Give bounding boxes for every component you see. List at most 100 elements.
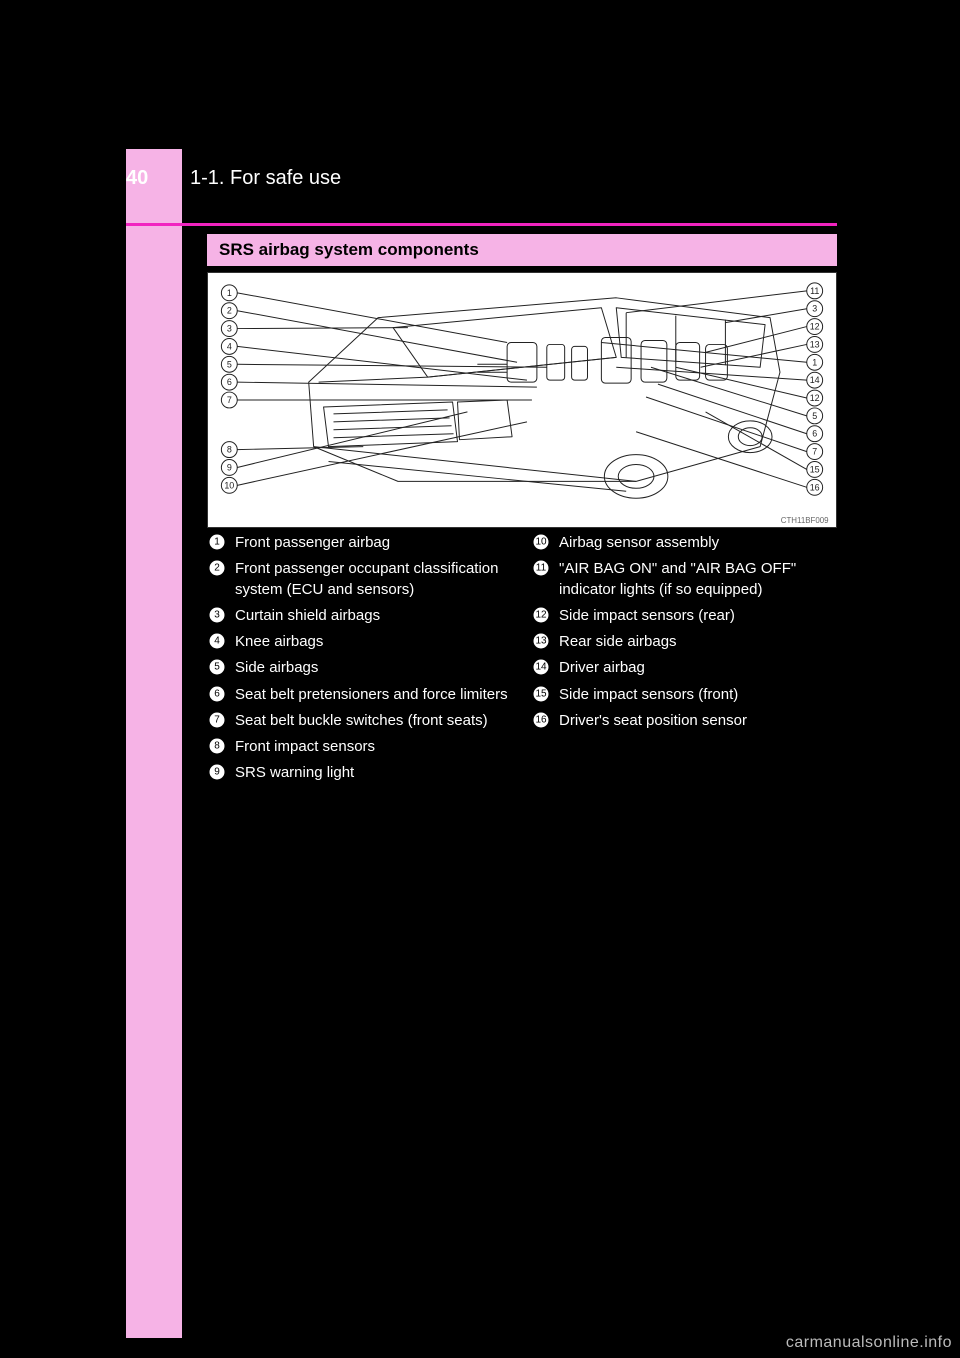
legend-item: 15 Side impact sensors (front): [531, 685, 837, 705]
legend-bullet-icon: 13: [531, 632, 553, 650]
svg-text:16: 16: [535, 714, 547, 725]
svg-text:13: 13: [535, 636, 547, 647]
svg-text:12: 12: [810, 393, 820, 403]
svg-text:3: 3: [812, 304, 817, 314]
legend-bullet-icon: 8: [207, 737, 229, 755]
legend-bullet-icon: 6: [207, 685, 229, 703]
legend-bullet-icon: 15: [531, 685, 553, 703]
legend-item: 14 Driver airbag: [531, 658, 837, 678]
legend: 1 Front passenger airbag 2 Front passenger …: [207, 533, 837, 790]
legend-text: "AIR BAG ON" and "AIR BAG OFF" indicator…: [559, 559, 837, 600]
legend-bullet-icon: 3: [207, 606, 229, 624]
legend-item: 9 SRS warning light: [207, 763, 513, 783]
right-callouts: 1131213114125671516: [601, 283, 822, 495]
svg-text:2: 2: [227, 306, 232, 316]
legend-item: 11 "AIR BAG ON" and "AIR BAG OFF" indicat…: [531, 559, 837, 600]
legend-column-right: 10 Airbag sensor assembly 11 "AIR BAG ON" a…: [531, 533, 837, 790]
legend-item: 1 Front passenger airbag: [207, 533, 513, 553]
legend-item: 7 Seat belt buckle switches (front seats): [207, 711, 513, 731]
svg-text:6: 6: [812, 429, 817, 439]
svg-text:8: 8: [214, 741, 220, 752]
legend-bullet-icon: 2: [207, 559, 229, 577]
legend-column-left: 1 Front passenger airbag 2 Front passenger …: [207, 533, 513, 790]
legend-item: 8 Front impact sensors: [207, 737, 513, 757]
legend-bullet-icon: 10: [531, 533, 553, 551]
svg-text:12: 12: [535, 609, 547, 620]
legend-item: 16 Driver's seat position sensor: [531, 711, 837, 731]
svg-text:8: 8: [227, 445, 232, 455]
svg-text:1: 1: [227, 288, 232, 298]
page-number: 40: [126, 167, 148, 190]
legend-text: Driver airbag: [559, 658, 837, 678]
legend-text: Front impact sensors: [235, 737, 513, 757]
svg-text:5: 5: [227, 359, 232, 369]
legend-text: Side impact sensors (rear): [559, 606, 837, 626]
legend-text: Side impact sensors (front): [559, 685, 837, 705]
airbag-diagram: 12345678910 1131213114125671516 CTH11BF0…: [207, 272, 837, 528]
legend-bullet-icon: 7: [207, 711, 229, 729]
legend-text: Airbag sensor assembly: [559, 533, 837, 553]
legend-item: 12 Side impact sensors (rear): [531, 606, 837, 626]
legend-text: Seat belt buckle switches (front seats): [235, 711, 513, 731]
svg-text:1: 1: [812, 357, 817, 367]
legend-text: Curtain shield airbags: [235, 606, 513, 626]
section-sidebar: [126, 149, 182, 1338]
legend-bullet-icon: 11: [531, 559, 553, 577]
svg-text:4: 4: [227, 341, 232, 351]
svg-text:12: 12: [810, 322, 820, 332]
section-header: SRS airbag system components: [207, 234, 837, 266]
legend-text: Side airbags: [235, 658, 513, 678]
svg-text:9: 9: [227, 462, 232, 472]
legend-bullet-icon: 9: [207, 763, 229, 781]
svg-text:7: 7: [227, 395, 232, 405]
section-title: SRS airbag system components: [219, 240, 479, 259]
svg-text:15: 15: [810, 464, 820, 474]
svg-text:6: 6: [214, 688, 220, 699]
svg-text:10: 10: [535, 537, 547, 548]
legend-text: Rear side airbags: [559, 632, 837, 652]
legend-bullet-icon: 14: [531, 658, 553, 676]
legend-bullet-icon: 12: [531, 606, 553, 624]
legend-text: Front passenger occupant classification …: [235, 559, 513, 600]
svg-text:16: 16: [810, 482, 820, 492]
svg-text:6: 6: [227, 377, 232, 387]
legend-text: Knee airbags: [235, 632, 513, 652]
legend-item: 4 Knee airbags: [207, 632, 513, 652]
legend-item: 6 Seat belt pretensioners and force limit…: [207, 685, 513, 705]
left-callouts: 1 2 3 4 5 6 7 8 9 10: [221, 285, 546, 493]
legend-bullet-icon: 1: [207, 533, 229, 551]
image-code: CTH11BF009: [781, 516, 829, 525]
svg-text:10: 10: [224, 480, 234, 490]
watermark: carmanualsonline.info: [786, 1334, 952, 1352]
svg-text:13: 13: [810, 339, 820, 349]
svg-text:5: 5: [812, 411, 817, 421]
legend-item: 5 Side airbags: [207, 658, 513, 678]
legend-bullet-icon: 16: [531, 711, 553, 729]
legend-bullet-icon: 4: [207, 632, 229, 650]
svg-text:9: 9: [214, 767, 220, 778]
svg-text:1: 1: [214, 537, 220, 548]
legend-item: 2 Front passenger occupant classification…: [207, 559, 513, 600]
legend-item: 3 Curtain shield airbags: [207, 606, 513, 626]
svg-text:14: 14: [810, 375, 820, 385]
legend-text: Front passenger airbag: [235, 533, 513, 553]
page-container: 40 1-1. For safe use SRS airbag system c…: [0, 0, 960, 1358]
breadcrumb: 1-1. For safe use: [190, 167, 341, 190]
svg-text:2: 2: [214, 563, 220, 574]
legend-bullet-icon: 5: [207, 658, 229, 676]
legend-text: Driver's seat position sensor: [559, 711, 837, 731]
legend-text: Seat belt pretensioners and force limite…: [235, 685, 513, 705]
legend-item: 13 Rear side airbags: [531, 632, 837, 652]
airbag-diagram-svg: 12345678910 1131213114125671516 CTH11BF0…: [208, 273, 836, 527]
svg-text:15: 15: [535, 688, 547, 699]
svg-text:7: 7: [214, 714, 220, 725]
svg-text:4: 4: [214, 636, 220, 647]
svg-text:3: 3: [227, 324, 232, 334]
svg-text:11: 11: [536, 563, 547, 574]
legend-text: SRS warning light: [235, 763, 513, 783]
svg-text:11: 11: [810, 286, 819, 296]
svg-text:5: 5: [214, 662, 220, 673]
section-divider: [126, 223, 837, 226]
svg-text:14: 14: [535, 662, 547, 673]
legend-item: 10 Airbag sensor assembly: [531, 533, 837, 553]
